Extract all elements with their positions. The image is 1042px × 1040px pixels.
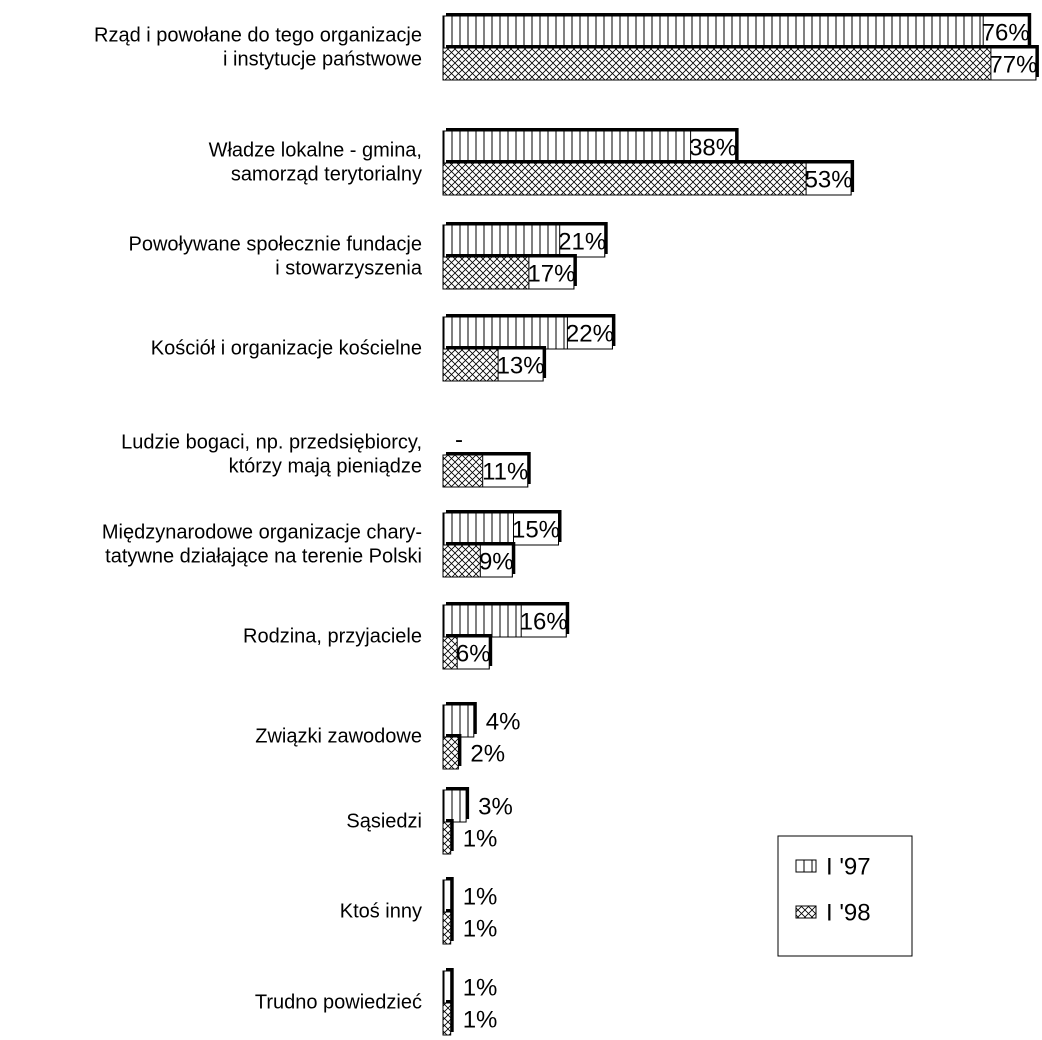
bar <box>442 789 467 823</box>
category-label: Międzynarodowe organizacje chary- <box>102 521 422 543</box>
value-label: 1% <box>463 825 498 852</box>
category-label: Ktoś inny <box>340 900 422 922</box>
bar <box>442 970 452 1004</box>
category-label: Władze lokalne - gmina, <box>209 139 422 161</box>
label-box <box>513 512 559 546</box>
value-label: 1% <box>463 915 498 942</box>
category-label: Rząd i powołane do tego organizacje <box>94 24 422 46</box>
value-label: 16% <box>520 608 568 635</box>
legend-swatch <box>795 905 817 919</box>
category-label: którzy mają pieniądze <box>229 455 422 477</box>
value-label: 13% <box>497 352 545 379</box>
category-label: Powoływane społecznie fundacje <box>128 233 422 255</box>
label-box <box>479 544 513 578</box>
value-label: 53% <box>805 166 853 193</box>
category-label: Ludzie bogaci, np. przedsiębiorcy, <box>121 431 422 453</box>
category-label: Związki zawodowe <box>255 725 422 747</box>
bar <box>442 879 452 913</box>
label-box <box>805 162 852 196</box>
value-label: 77% <box>989 51 1037 78</box>
value-label: 3% <box>478 793 513 820</box>
value-label: 15% <box>512 516 560 543</box>
label-box <box>520 604 567 638</box>
bar <box>442 704 475 738</box>
bar <box>442 736 459 770</box>
category-label: i stowarzyszenia <box>275 257 423 279</box>
category-label: i instytucje państwowe <box>223 48 422 70</box>
label-box <box>990 47 1037 81</box>
value-label: - <box>455 426 463 453</box>
legend-label: I '98 <box>826 899 871 926</box>
label-box <box>566 316 613 350</box>
value-label: 1% <box>463 974 498 1001</box>
legend-box <box>777 835 913 957</box>
category-label: Kościół i organizacje kościelne <box>151 337 422 359</box>
value-label: 1% <box>463 1006 498 1033</box>
legend-label: I '97 <box>826 853 871 880</box>
value-label: 2% <box>470 740 505 767</box>
value-label: 11% <box>482 458 528 485</box>
bar <box>442 47 1037 81</box>
label-box <box>497 348 544 382</box>
value-label: 9% <box>479 548 514 575</box>
value-label: 1% <box>463 883 498 910</box>
value-label: 17% <box>527 260 575 287</box>
bar <box>442 1002 452 1036</box>
value-label: 21% <box>558 228 606 255</box>
label-box <box>528 256 575 290</box>
bar <box>442 162 852 196</box>
category-label: Trudno powiedzieć <box>255 991 422 1013</box>
bar <box>442 15 1029 49</box>
value-label: 38% <box>689 134 737 161</box>
label-box <box>982 15 1029 49</box>
label-box <box>559 224 606 258</box>
value-label: 76% <box>982 19 1030 46</box>
category-label: Rodzina, przyjaciele <box>243 625 422 647</box>
value-label: 4% <box>486 708 521 735</box>
legend-swatch <box>795 859 817 873</box>
bar <box>442 821 452 855</box>
category-label: samorząd terytorialny <box>231 163 422 185</box>
label-box <box>456 636 490 670</box>
category-label: tatywne działające na terenie Polski <box>105 545 422 567</box>
value-label: 22% <box>566 320 614 347</box>
label-box <box>482 454 529 488</box>
bar <box>442 911 452 945</box>
value-label: 6% <box>456 640 491 667</box>
category-label: Sąsiedzi <box>346 810 422 832</box>
